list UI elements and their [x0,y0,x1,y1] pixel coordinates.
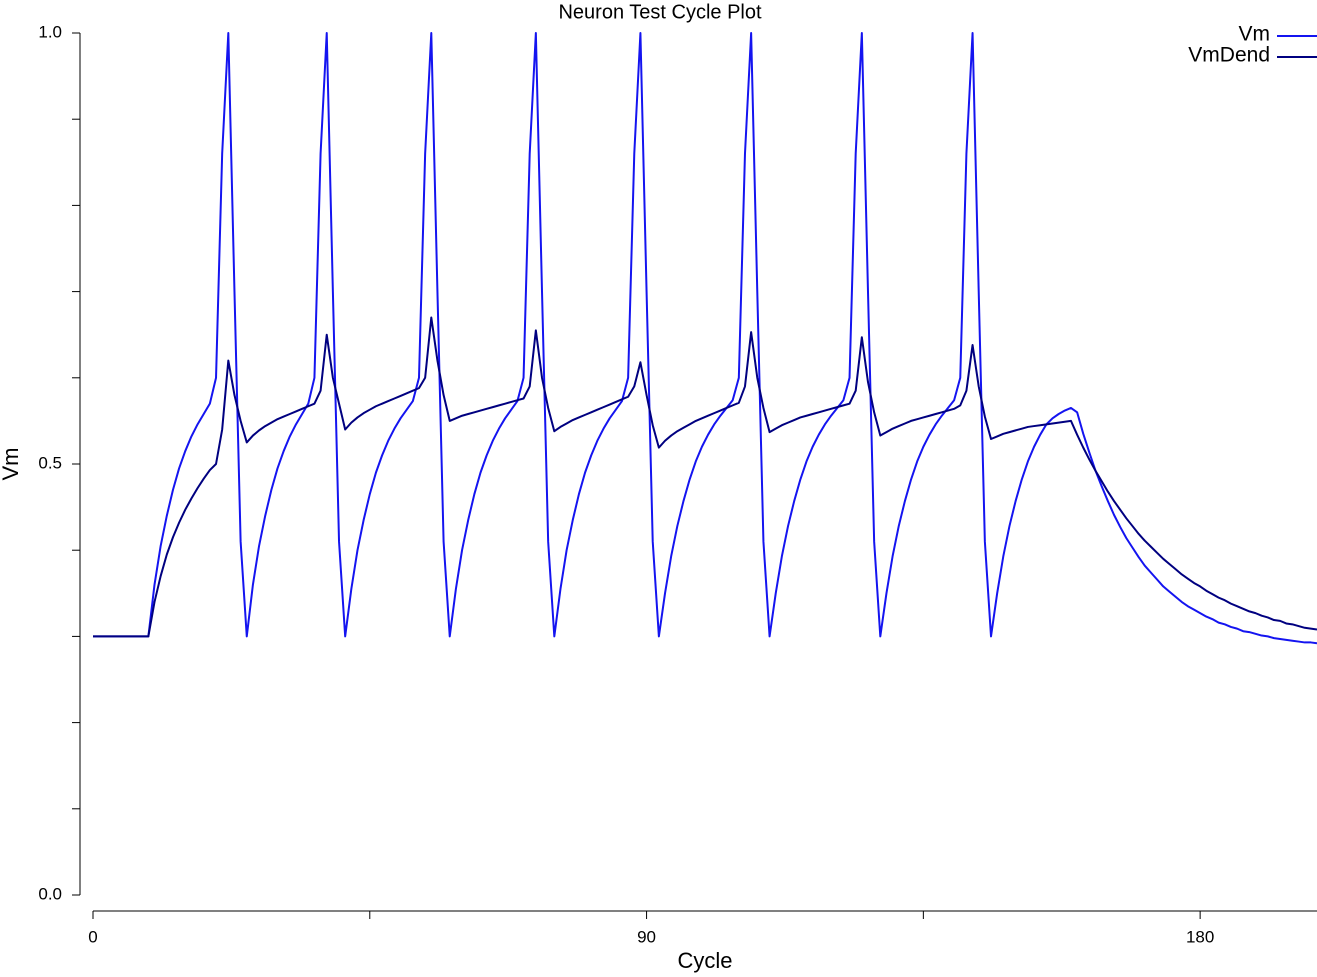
y-axis-label: Vm [0,448,23,481]
series-line [93,32,1317,645]
legend-label: VmDend [1188,44,1270,67]
series-line [93,316,1317,638]
legend-label: Vm [1239,23,1271,46]
y-tick-label: 1.0 [38,22,62,41]
x-axis-label: Cycle [677,948,732,973]
x-tick-label: 0 [88,927,97,946]
y-tick-label: 0.0 [38,884,62,903]
y-tick-label: 0.5 [38,453,62,472]
x-tick-label: 180 [1186,927,1214,946]
x-tick-label: 90 [637,927,656,946]
chart-title: Neuron Test Cycle Plot [558,1,762,23]
